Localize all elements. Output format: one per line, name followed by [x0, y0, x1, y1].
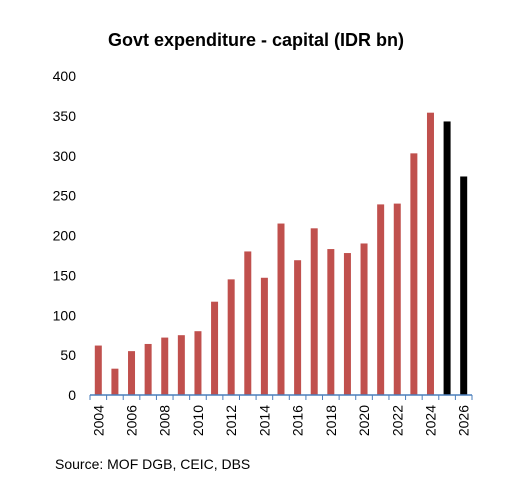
x-tick-label: 2014 — [256, 405, 272, 436]
x-tick-label: 2024 — [422, 405, 438, 436]
bar-2017 — [310, 228, 318, 395]
bar-2013 — [244, 251, 252, 395]
source-note: Source: MOF DGB, CEIC, DBS — [55, 456, 251, 472]
x-tick-label: 2018 — [323, 405, 339, 436]
y-tick-label: 100 — [53, 307, 77, 323]
x-tick-label: 2006 — [124, 405, 140, 436]
bar-2018 — [327, 249, 335, 395]
x-tick-label: 2020 — [356, 405, 372, 436]
x-tick-label: 2012 — [223, 405, 239, 436]
bar-2021 — [377, 204, 385, 395]
x-axis-ticks: 2004 2006 2008 2010 2012 2014 2016 2018 2020 2022… — [90, 405, 471, 436]
bar-2025 — [443, 121, 451, 396]
x-tick-label: 2008 — [157, 405, 173, 436]
x-tick-label: 2004 — [90, 405, 106, 436]
x-axis-tick-marks — [89, 395, 473, 400]
bar-2011 — [211, 301, 219, 395]
chart-title: Govt expenditure - capital (IDR bn) — [107, 30, 405, 50]
y-tick-label: 400 — [53, 68, 77, 84]
y-tick-label: 150 — [53, 267, 77, 283]
y-tick-label: 250 — [53, 188, 77, 204]
x-tick-label: 2016 — [290, 405, 306, 436]
bar-2016 — [294, 260, 302, 395]
bar-2026 — [460, 176, 468, 395]
bar-2007 — [144, 343, 152, 395]
y-axis-ticks: 0 50 100 150 200 250 300 350 400 — [53, 68, 77, 403]
x-tick-label: 2026 — [456, 405, 472, 436]
bar-2020 — [360, 243, 368, 395]
y-tick-label: 50 — [60, 347, 76, 363]
y-tick-label: 300 — [53, 148, 77, 164]
bar-2006 — [128, 351, 136, 395]
x-tick-label: 2022 — [389, 405, 405, 436]
bar-2024 — [426, 112, 434, 395]
bar-2015 — [277, 223, 285, 395]
bar-2014 — [260, 277, 268, 395]
y-tick-label: 0 — [68, 387, 76, 403]
bar-2019 — [343, 253, 351, 395]
bar-2023 — [410, 153, 418, 395]
bar-2009 — [177, 335, 185, 395]
bar-2012 — [227, 279, 235, 395]
bar-2022 — [393, 203, 401, 395]
bar-2004 — [94, 345, 102, 395]
bar-2008 — [161, 337, 169, 395]
y-tick-label: 350 — [53, 108, 77, 124]
y-tick-label: 200 — [53, 228, 77, 244]
x-tick-label: 2010 — [190, 405, 206, 436]
bar-2005 — [111, 368, 119, 395]
bar-2010 — [194, 331, 202, 395]
bars — [94, 112, 468, 396]
